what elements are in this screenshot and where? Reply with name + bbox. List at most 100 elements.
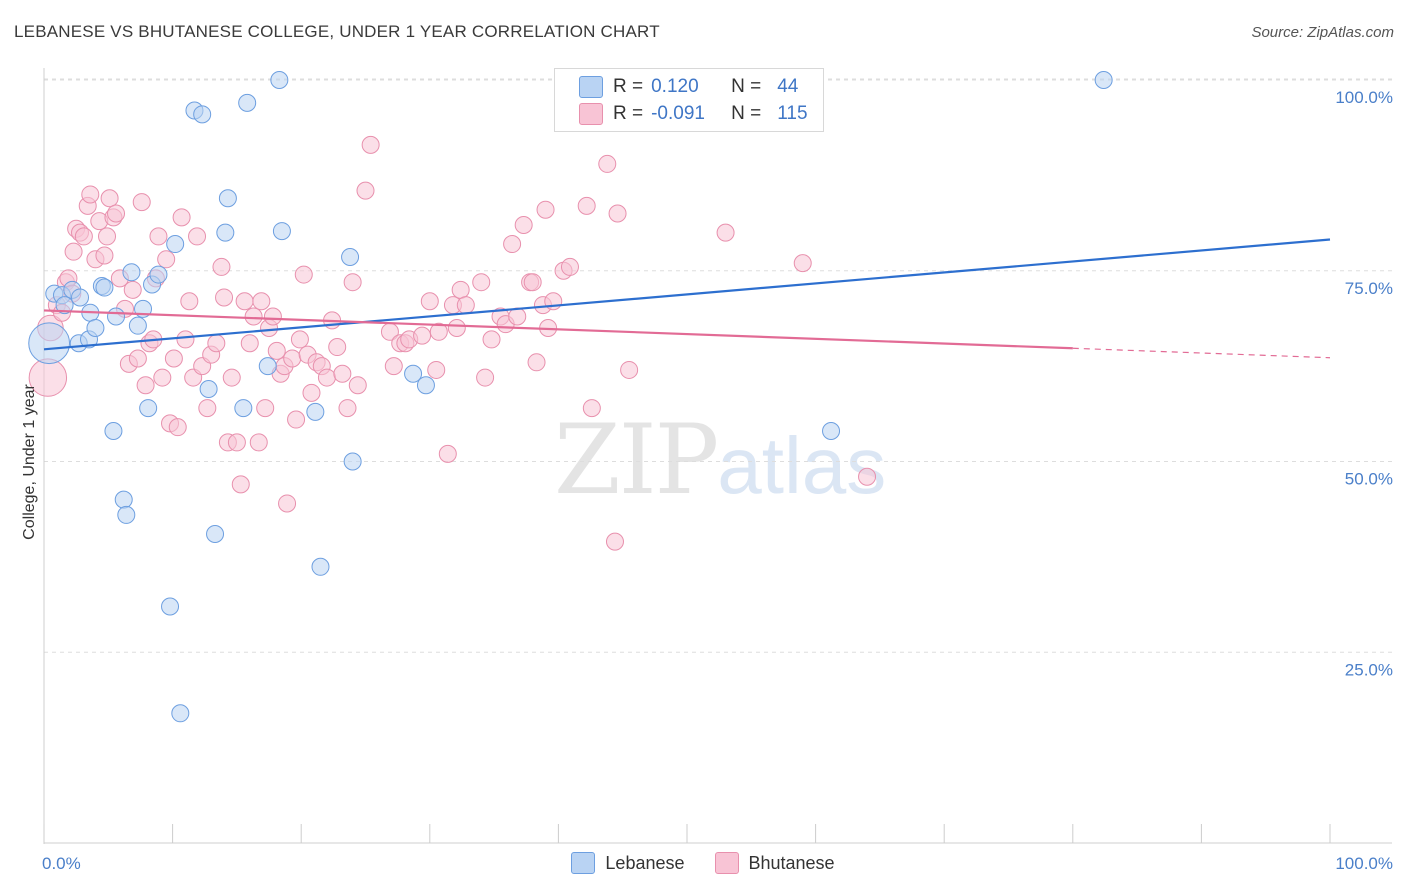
bhutanese-n-label: N = <box>731 103 762 124</box>
bhutanese-point <box>456 296 475 315</box>
lebanese-point <box>28 322 71 365</box>
bhutanese-point <box>605 532 624 551</box>
bhutanese-point <box>249 433 268 452</box>
lebanese-swatch <box>579 76 603 98</box>
lebanese-point <box>341 248 360 267</box>
lebanese-point <box>343 452 362 471</box>
bhutanese-point <box>231 475 250 494</box>
axis-labels: 25.0% 50.0% 75.0% 100.0% 0.0% 100.0% College, … <box>21 88 1393 873</box>
bhutanese-point <box>263 307 282 326</box>
watermark-atlas: atlas <box>717 421 887 510</box>
lebanese-r-label: R = <box>613 76 644 97</box>
series-legend: Lebanese Bhutanese <box>0 852 1406 874</box>
bhutanese-point <box>287 410 306 429</box>
lebanese-point <box>166 235 185 254</box>
bhutanese-point <box>172 208 191 227</box>
bhutanese-point <box>472 273 491 292</box>
bhutanese-point <box>598 154 617 173</box>
bhutanese-point <box>302 383 321 402</box>
bhutanese-point <box>153 368 172 387</box>
lebanese-point <box>216 223 235 242</box>
bhutanese-r-value: -0.091 <box>651 103 705 124</box>
bhutanese-point <box>482 330 501 349</box>
lebanese-point <box>238 93 257 112</box>
bhutanese-point <box>149 227 168 246</box>
lebanese-point <box>104 421 123 440</box>
lebanese-point <box>199 380 218 399</box>
lebanese-legend-swatch <box>571 852 596 874</box>
bhutanese-point <box>427 360 446 379</box>
lebanese-point <box>270 71 289 89</box>
lebanese-point <box>122 263 141 282</box>
lebanese-point <box>311 557 330 576</box>
lebanese-point <box>71 288 90 307</box>
bhutanese-point <box>333 364 352 383</box>
lebanese-point <box>306 402 325 421</box>
bhutanese-point <box>503 235 522 254</box>
bhutanese-point <box>451 280 470 299</box>
bhutanese-point <box>420 292 439 311</box>
bhutanese-point <box>620 360 639 379</box>
legend-item-lebanese: Lebanese <box>571 852 685 874</box>
watermark-zip: ZIP <box>554 404 719 516</box>
bhutanese-point <box>95 246 114 265</box>
lebanese-point <box>404 364 423 383</box>
lebanese-point <box>139 399 158 418</box>
y-tick-label: 100.0% <box>1335 88 1393 107</box>
bhutanese-point <box>343 273 362 292</box>
bhutanese-point <box>227 433 246 452</box>
bhutanese-point <box>447 318 466 337</box>
bhutanese-r-label: R = <box>613 103 644 124</box>
lebanese-point <box>149 265 168 284</box>
legend-row-lebanese: R = 0.120 N = 44 <box>579 74 798 100</box>
y-tick-label: 50.0% <box>1345 470 1393 489</box>
bhutanese-point <box>123 280 142 299</box>
bhutanese-point <box>356 181 375 200</box>
bhutanese-point <box>244 307 263 326</box>
lebanese-points <box>28 71 1113 723</box>
bhutanese-point <box>582 399 601 418</box>
bhutanese-point <box>100 189 119 208</box>
bhutanese-legend-swatch <box>714 852 739 874</box>
lebanese-point <box>218 189 237 208</box>
bhutanese-point <box>256 399 275 418</box>
lebanese-point <box>171 704 190 723</box>
bhutanese-point <box>267 341 286 360</box>
bhutanese-trend-extension <box>1072 347 1331 359</box>
bhutanese-point <box>523 273 542 292</box>
lebanese-n-label: N = <box>731 76 762 97</box>
bhutanese-point <box>157 250 176 269</box>
bhutanese-point <box>560 257 579 276</box>
x-tick-label: 0.0% <box>42 854 81 873</box>
lebanese-r-value: 0.120 <box>651 76 699 97</box>
bhutanese-point <box>294 265 313 284</box>
bhutanese-point <box>222 368 241 387</box>
lebanese-point <box>206 524 225 543</box>
bhutanese-point <box>128 349 147 368</box>
bhutanese-points <box>28 135 877 551</box>
bhutanese-point <box>413 326 432 345</box>
bhutanese-point <box>317 368 336 387</box>
legend-item-bhutanese: Bhutanese <box>714 852 835 874</box>
bhutanese-point <box>98 227 117 246</box>
source-label: Source: ZipAtlas.com <box>1251 24 1394 41</box>
bhutanese-point <box>858 467 877 486</box>
grid-lines <box>44 78 1392 653</box>
y-tick-label: 25.0% <box>1345 660 1393 679</box>
bhutanese-swatch <box>579 103 603 125</box>
lebanese-point <box>822 421 841 440</box>
lebanese-point <box>272 222 291 241</box>
bhutanese-point <box>136 376 155 395</box>
bhutanese-point <box>74 227 93 246</box>
lebanese-point <box>1094 71 1113 89</box>
bhutanese-point <box>188 227 207 246</box>
lebanese-point <box>95 278 114 297</box>
lebanese-point <box>107 307 126 326</box>
lebanese-point <box>117 505 136 524</box>
y-tick-label: 75.0% <box>1345 279 1393 298</box>
bhutanese-point <box>438 444 457 463</box>
bhutanese-point <box>215 288 234 307</box>
bhutanese-point <box>164 349 183 368</box>
bhutanese-point <box>361 135 380 154</box>
bhutanese-point <box>527 353 546 372</box>
